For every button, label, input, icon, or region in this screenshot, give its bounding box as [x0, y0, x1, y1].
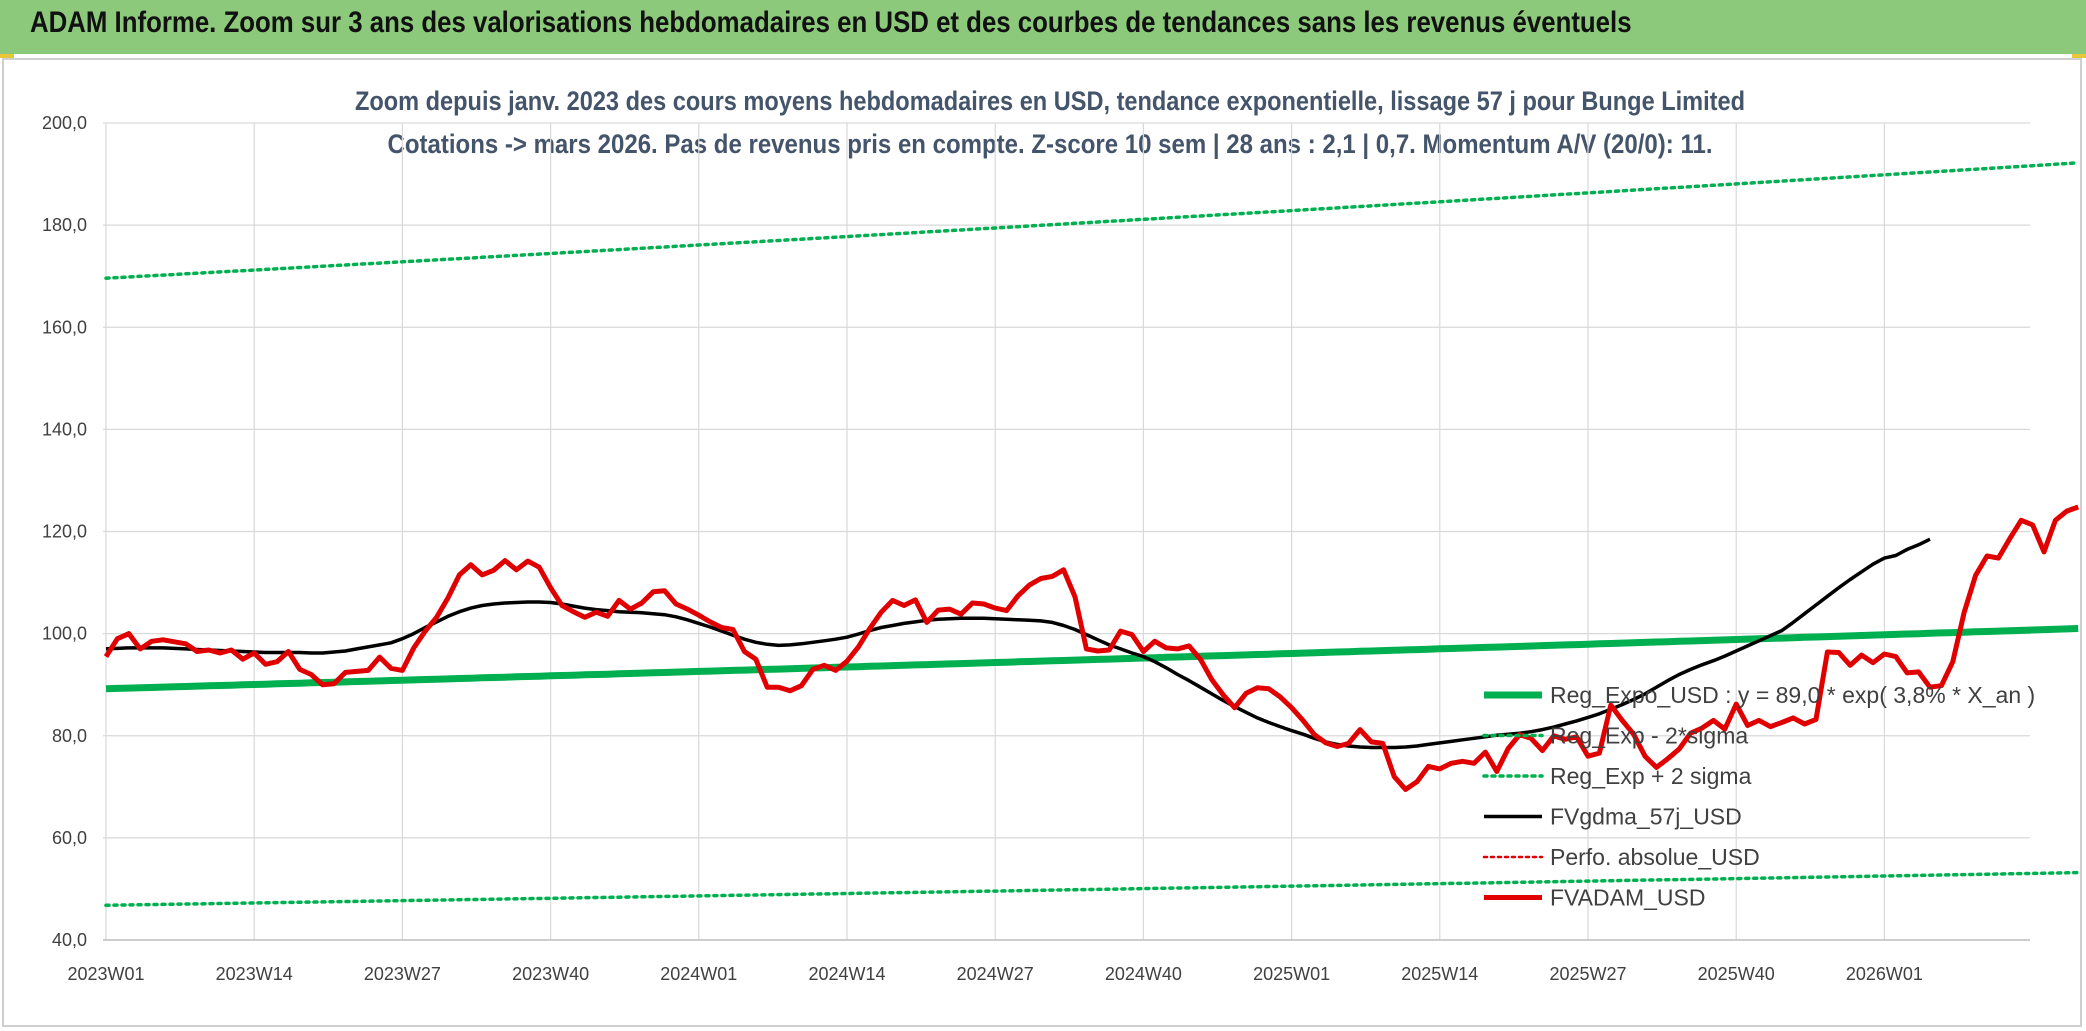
legend-label-sigma-minus: Reg_Exp - 2*sigma [1550, 723, 1748, 749]
x-tick-label: 2025W14 [1401, 964, 1478, 984]
chart-frame [2, 58, 2082, 1027]
series-fvadam-usd [103, 504, 2080, 792]
x-tick-label: 2025W40 [1698, 964, 1775, 984]
x-tick-label: 2023W27 [364, 964, 441, 984]
series-fvgdma-57j-usd [105, 537, 1931, 750]
legend-label-sigma-plus: Reg_Exp + 2 sigma [1550, 763, 1752, 789]
x-tick-label: 2024W14 [808, 964, 885, 984]
x-tick-label: 2023W40 [512, 964, 589, 984]
series-reg-exp-plus-2-sigma [104, 161, 2080, 280]
legend-label-fvgdma: FVgdma_57j_USD [1550, 804, 1742, 830]
y-tick-label: 120,0 [42, 522, 87, 542]
corner-accent-right [2072, 54, 2086, 58]
legend-label-fvadam: FVADAM_USD [1550, 885, 1706, 911]
chart-title-line1: Zoom depuis janv. 2023 des cours moyens … [355, 86, 1745, 116]
page-title: ADAM Informe. Zoom sur 3 ans des valoris… [30, 6, 1632, 39]
x-tick-label: 2024W40 [1105, 964, 1182, 984]
x-tick-label: 2025W01 [1253, 964, 1330, 984]
y-tick-label: 80,0 [52, 726, 87, 746]
y-tick-label: 160,0 [42, 317, 87, 337]
y-tick-label: 180,0 [42, 215, 87, 235]
y-axis: 40,0 60,0 80,0 100,0 120,0 140,0 160,0 180,0 200… [42, 113, 87, 950]
series-reg-exp-minus-2-sigma [104, 870, 2080, 908]
x-tick-label: 2023W01 [67, 964, 144, 984]
series-reg-expo-usd [105, 625, 2079, 693]
header-banner: ADAM Informe. Zoom sur 3 ans des valoris… [0, 0, 2086, 54]
y-tick-label: 140,0 [42, 419, 87, 439]
y-tick-label: 100,0 [42, 624, 87, 644]
legend-label-reg-expo: Reg_Expo_USD : y = 89,0 * exp( 3,8% * X_… [1550, 682, 2035, 708]
legend: Reg_Expo_USD : y = 89,0 * exp( 3,8% * X_… [1482, 682, 2035, 911]
corner-accent-left [0, 54, 14, 58]
plot-area [103, 161, 2080, 908]
x-tick-label: 2026W01 [1846, 964, 1923, 984]
x-tick-label: 2025W27 [1549, 964, 1626, 984]
y-tick-label: 200,0 [42, 113, 87, 133]
chart-title-line2: Cotations -> mars 2026. Pas de revenus p… [388, 129, 1713, 159]
y-tick-label: 40,0 [52, 930, 87, 950]
y-tick-label: 60,0 [52, 828, 87, 848]
x-tick-label: 2023W14 [216, 964, 293, 984]
x-tick-label: 2024W01 [660, 964, 737, 984]
x-axis: 2023W01 2023W14 2023W27 2023W40 2024W01 2024W… [67, 964, 1922, 984]
legend-label-perfo: Perfo. absolue_USD [1550, 844, 1760, 870]
x-tick-label: 2024W27 [957, 964, 1034, 984]
